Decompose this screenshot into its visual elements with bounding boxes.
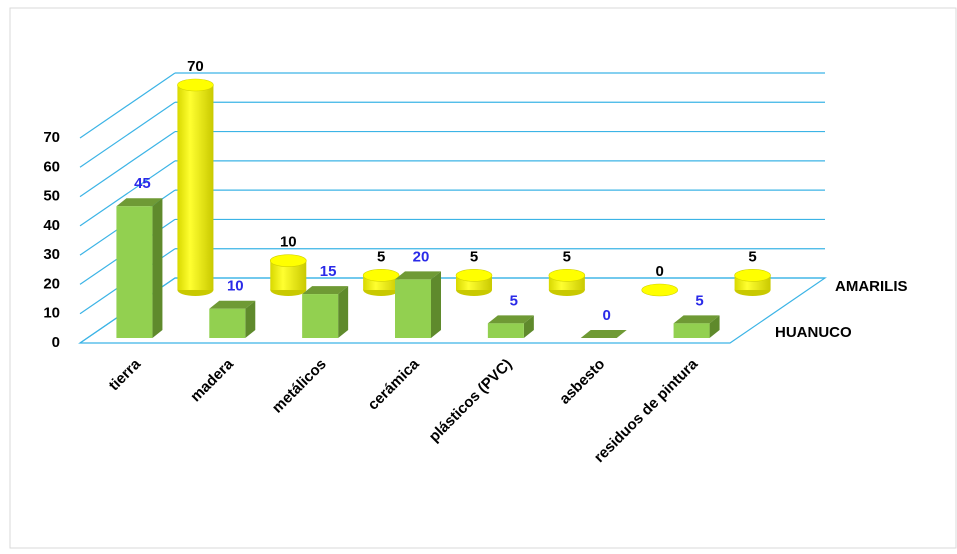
cylinder-top — [362, 269, 400, 282]
data-label: 5 — [695, 292, 703, 309]
bar-top — [209, 300, 256, 309]
bar — [209, 308, 246, 338]
bar-top — [116, 198, 163, 207]
cylinder-top — [734, 269, 771, 282]
data-label: 15 — [320, 263, 337, 280]
data-label: 5 — [748, 248, 756, 265]
bar — [673, 323, 710, 338]
y-tick-label: 60 — [43, 158, 60, 175]
y-tick-label: 30 — [43, 246, 60, 263]
cylinder-top — [548, 269, 586, 282]
data-label: 10 — [280, 234, 297, 251]
bar — [177, 85, 214, 290]
y-tick-label: 10 — [43, 305, 60, 322]
y-tick-label: 40 — [43, 217, 60, 234]
y-tick-label: 50 — [43, 188, 60, 205]
cylinder-top — [641, 283, 679, 297]
series-label: AMARILIS — [835, 278, 908, 295]
bar — [487, 323, 524, 338]
data-label: 5 — [470, 248, 478, 265]
bar — [302, 294, 339, 338]
bar — [116, 206, 153, 338]
data-label: 20 — [413, 248, 430, 265]
data-label: 70 — [187, 58, 204, 75]
bar-side — [709, 315, 720, 338]
bar-side — [431, 271, 441, 338]
y-tick-label: 70 — [43, 129, 60, 146]
grid-line — [79, 160, 176, 227]
y-tick-label: 20 — [43, 275, 60, 292]
bar-side — [152, 198, 163, 338]
data-label: 5 — [563, 248, 571, 265]
y-tick-label: 0 — [52, 334, 60, 351]
data-label: 0 — [656, 263, 664, 280]
grid-line — [79, 72, 176, 139]
bar-side — [245, 300, 256, 338]
bar-top — [580, 330, 627, 338]
bar-top — [487, 315, 534, 324]
cylinder-top — [177, 78, 214, 92]
grid-line — [79, 101, 176, 168]
bar — [395, 279, 431, 338]
data-label: 45 — [134, 175, 151, 192]
bar-top — [395, 271, 441, 280]
series-label: HUANUCO — [775, 324, 852, 341]
cylinder-top — [455, 269, 493, 282]
bar-top — [302, 286, 349, 295]
data-label: 5 — [510, 292, 518, 309]
cylinder-top — [269, 254, 307, 268]
bar-top — [673, 315, 720, 324]
bar-side — [523, 315, 534, 338]
data-label: 10 — [227, 278, 244, 295]
grid-line — [79, 131, 176, 198]
data-label: 0 — [603, 307, 611, 324]
data-label: 5 — [377, 248, 385, 265]
bar-side — [338, 286, 349, 338]
